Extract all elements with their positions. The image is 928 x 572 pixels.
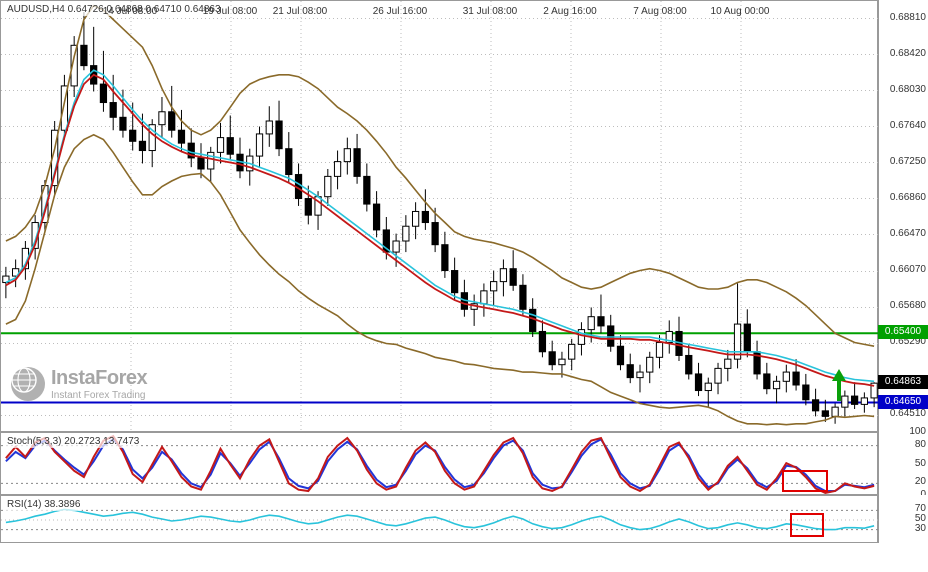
price-tick: 0.68030 — [890, 84, 926, 95]
price-tick: 0.68810 — [890, 12, 926, 23]
current-price-marker: 0.64863 — [878, 375, 928, 389]
price-tick: 0.67250 — [890, 156, 926, 167]
price-panel[interactable]: AUDUSD,H4 0.64726 0.64868 0.64710 0.6486… — [0, 0, 878, 432]
watermark-text: InstaForex Instant Forex Trading — [51, 367, 147, 401]
stoch-tick: 100 — [909, 426, 926, 437]
stochastic-panel[interactable]: Stoch(5,3,3) 20.2723 13.7473 — [0, 432, 878, 495]
rsi-tick: 30 — [915, 523, 926, 534]
price-tick: 0.66070 — [890, 264, 926, 275]
rsi-tick: 50 — [915, 513, 926, 524]
rsi-label: RSI(14) 38.3896 — [5, 498, 82, 511]
time-tick: 10 Aug 00:00 — [711, 6, 770, 17]
stoch-tick: 50 — [915, 458, 926, 469]
time-tick: 26 Jul 16:00 — [373, 6, 428, 17]
time-tick: 7 Aug 08:00 — [633, 6, 686, 17]
price-y-axis: 0.68810 0.68420 0.68030 0.67640 0.67250 0.668… — [878, 0, 928, 432]
globe-icon — [11, 367, 45, 401]
time-tick: 19 Jul 08:00 — [203, 6, 258, 17]
price-tick: 0.65680 — [890, 300, 926, 311]
rsi-chart-svg — [1, 496, 879, 544]
price-tick: 0.66860 — [890, 192, 926, 203]
forex-chart-container: AUDUSD,H4 0.64726 0.64868 0.64710 0.6486… — [0, 0, 928, 572]
watermark: InstaForex Instant Forex Trading — [11, 367, 147, 401]
watermark-tagline: Instant Forex Trading — [51, 390, 147, 401]
time-tick: 14 Jul 08:00 — [103, 6, 158, 17]
stoch-tick: 80 — [915, 439, 926, 450]
symbol-timeframe: AUDUSD,H4 — [7, 4, 65, 15]
stoch-label: Stoch(5,3,3) 20.2723 13.7473 — [5, 435, 141, 448]
stoch-tick: 20 — [915, 476, 926, 487]
price-tick: 0.66470 — [890, 228, 926, 239]
price-tick: 0.68420 — [890, 48, 926, 59]
price-tick: 0.64510 — [890, 408, 926, 419]
level-marker: 0.65400 — [878, 325, 928, 339]
stoch-y-axis: 0205080100 — [878, 432, 928, 495]
watermark-brand: InstaForex — [51, 367, 147, 389]
level-marker: 0.64650 — [878, 395, 928, 409]
time-tick: 2 Aug 16:00 — [543, 6, 596, 17]
rsi-panel[interactable]: RSI(14) 38.3896 — [0, 495, 878, 543]
price-tick: 0.67640 — [890, 120, 926, 131]
rsi-tick: 70 — [915, 503, 926, 514]
rsi-y-axis: 305070 — [878, 495, 928, 543]
time-tick: 21 Jul 08:00 — [273, 6, 328, 17]
time-tick: 31 Jul 08:00 — [463, 6, 518, 17]
